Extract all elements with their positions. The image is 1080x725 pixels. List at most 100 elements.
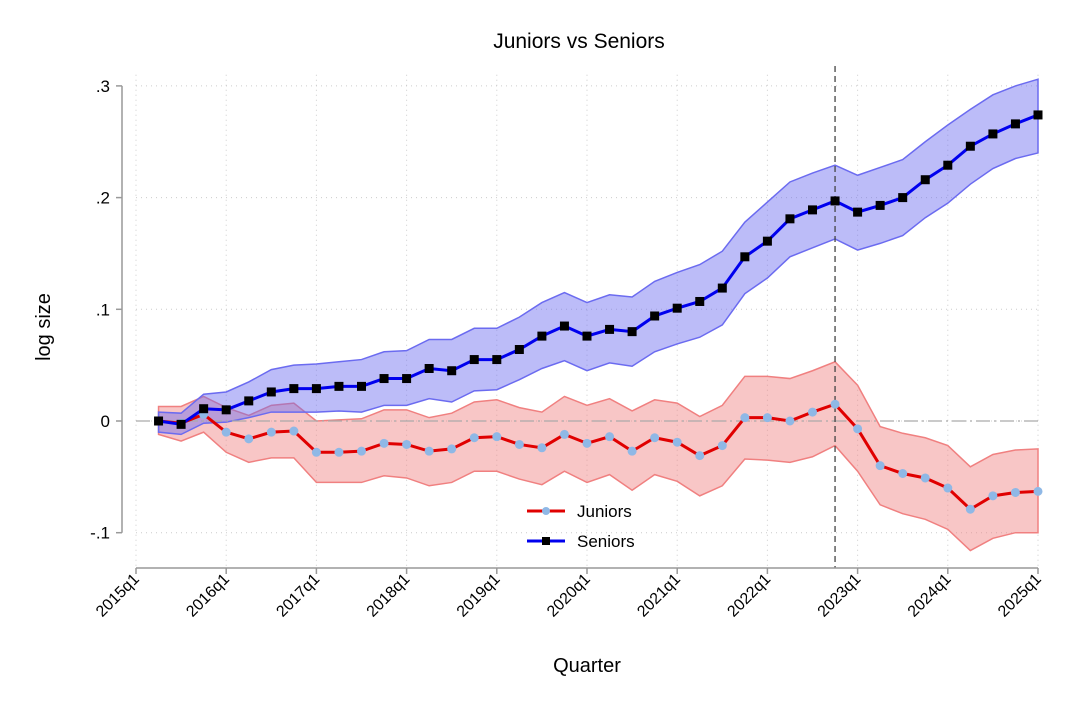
series-line-seniors [158, 113, 1039, 426]
legend-juniors-label: Juniors [577, 502, 632, 521]
juniors-point [1033, 486, 1043, 496]
seniors-point [221, 405, 231, 415]
ci-band-seniors [157, 78, 1039, 436]
x-axis-label: Quarter [553, 655, 621, 677]
x-tick-label: 2025q1 [995, 571, 1045, 621]
seniors-point [357, 381, 366, 391]
juniors-point [785, 416, 795, 426]
x-tick-label: 2022q1 [724, 571, 774, 621]
juniors-point [221, 427, 231, 437]
juniors-point [334, 447, 344, 457]
seniors-point [424, 364, 434, 374]
seniors-point [1010, 119, 1020, 129]
seniors-point [717, 283, 727, 293]
seniors-point [244, 396, 254, 406]
juniors-point [559, 429, 569, 439]
seniors-point [537, 331, 547, 341]
seniors-point [199, 404, 209, 414]
seniors-point [808, 205, 817, 215]
y-tick-label: -.1 [90, 524, 110, 543]
seniors-point [898, 193, 908, 203]
seniors-point [514, 345, 524, 355]
confidence-bands [157, 78, 1039, 552]
seniors-point [266, 387, 276, 397]
seniors-point [289, 384, 299, 394]
seniors-point [785, 214, 795, 224]
seniors-point [154, 416, 164, 426]
seniors-point [740, 252, 750, 262]
juniors-point [537, 443, 547, 453]
series-line-juniors [158, 402, 1039, 512]
legend-seniors-marker [542, 537, 550, 545]
y-axis-label: log size [33, 293, 55, 361]
seniors-point [695, 296, 705, 306]
x-tick-label: 2020q1 [544, 571, 594, 621]
seniors-point [1033, 110, 1043, 120]
juniors-point [875, 461, 885, 471]
seniors-point [875, 200, 885, 210]
seniors-point [762, 236, 772, 246]
juniors-point [808, 407, 817, 417]
seniors-point [920, 175, 930, 185]
juniors-point [447, 444, 457, 454]
juniors-point [605, 432, 615, 442]
juniors-point [672, 437, 682, 447]
seniors-point [650, 311, 660, 321]
x-tick-label: 2017q1 [273, 571, 323, 621]
juniors-point [695, 451, 705, 461]
legend: Juniors Seniors [527, 502, 635, 551]
x-tick-label: 2018q1 [364, 571, 414, 621]
x-tick-label: 2016q1 [183, 571, 233, 621]
seniors-point [582, 331, 592, 341]
y-tick-label: .1 [96, 300, 110, 319]
juniors-point [424, 446, 434, 456]
juniors-point [514, 439, 524, 449]
x-tick-label: 2023q1 [815, 571, 865, 621]
juniors-point [898, 468, 908, 478]
y-tick-label: .2 [96, 189, 110, 208]
juniors-point [627, 446, 637, 456]
y-tick-label: .3 [96, 77, 110, 96]
seniors-point [379, 374, 389, 384]
seniors-point [943, 160, 953, 170]
legend-juniors-marker [542, 507, 550, 515]
juniors-point [311, 447, 321, 457]
juniors-point [650, 433, 660, 443]
juniors-point [762, 413, 772, 423]
series-lines [154, 110, 1043, 514]
juniors-point [492, 432, 502, 442]
juniors-point [740, 413, 750, 423]
juniors-point [244, 434, 254, 444]
juniors-point [582, 438, 592, 448]
juniors-point [289, 426, 299, 436]
chart-title: Juniors vs Seniors [493, 30, 665, 53]
seniors-point [830, 196, 840, 206]
juniors-point [469, 433, 479, 443]
x-tick-label: 2024q1 [905, 571, 955, 621]
legend-seniors-label: Seniors [577, 532, 635, 551]
juniors-point [402, 439, 412, 449]
seniors-point [853, 207, 863, 217]
juniors-point [943, 483, 953, 493]
seniors-point [605, 324, 615, 334]
seniors-point [559, 321, 569, 331]
seniors-point [672, 303, 682, 313]
seniors-point [447, 366, 457, 376]
juniors-point [853, 424, 863, 434]
juniors-point [988, 491, 998, 501]
y-tick-label: 0 [101, 412, 110, 431]
seniors-point [988, 129, 998, 139]
seniors-point [469, 355, 479, 365]
seniors-point [965, 141, 975, 151]
juniors-point [965, 504, 975, 514]
seniors-point [334, 381, 344, 391]
x-tick-label: 2021q1 [634, 571, 684, 621]
reference-lines [136, 66, 1038, 568]
juniors-point [266, 427, 276, 437]
x-tick-label: 2019q1 [454, 571, 504, 621]
seniors-point [627, 327, 637, 337]
seniors-point [311, 384, 321, 394]
seniors-point [402, 374, 412, 384]
seniors-point [492, 355, 502, 365]
